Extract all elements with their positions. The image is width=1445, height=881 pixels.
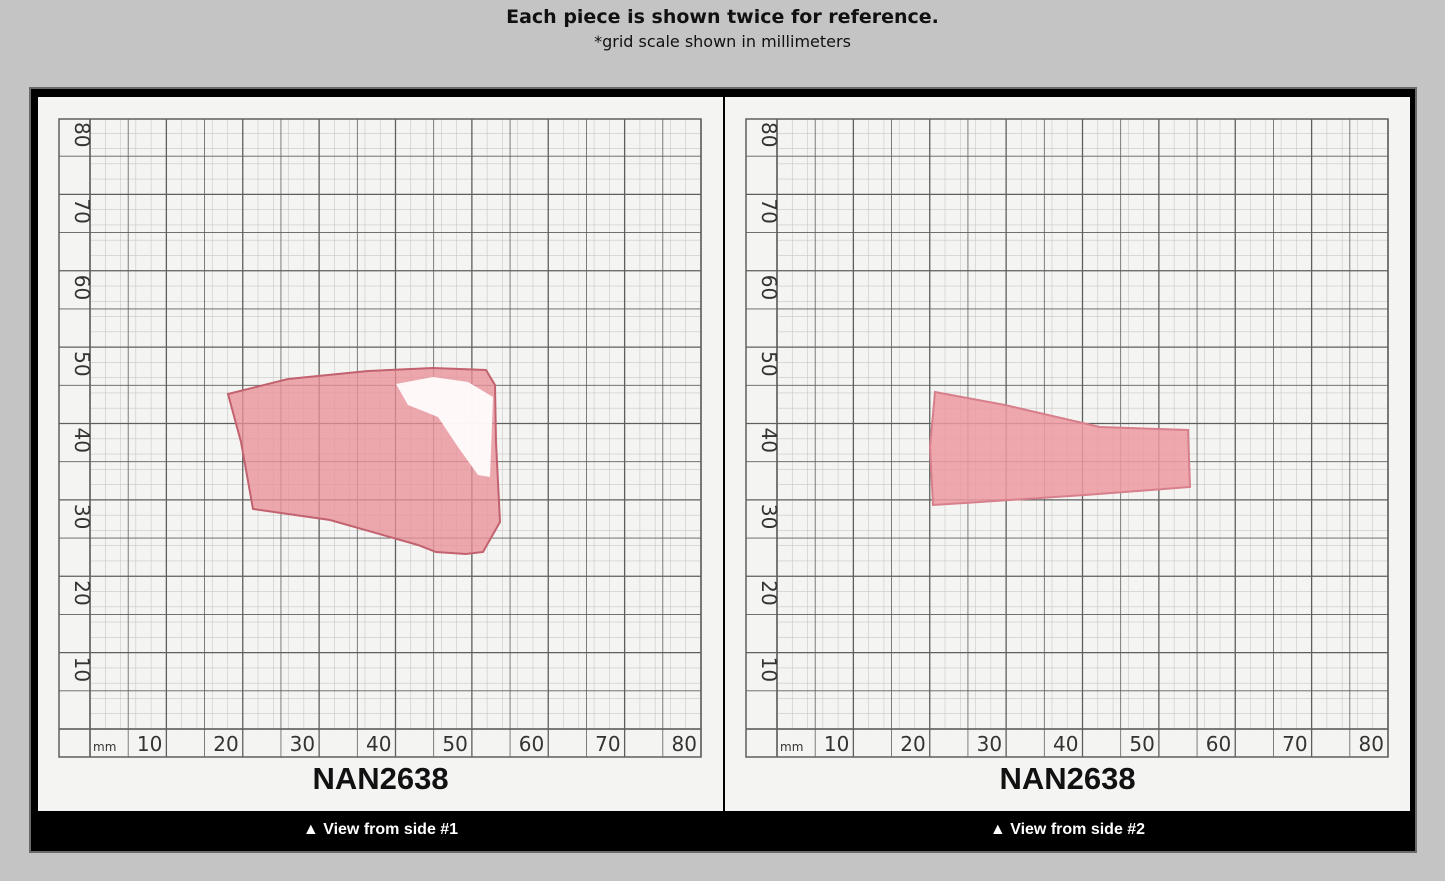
y-tick-label: 10 (757, 657, 781, 682)
unit-label: mm (780, 740, 803, 754)
x-tick-label: 50 (1129, 732, 1154, 756)
x-tick-label: 80 (672, 732, 697, 756)
panel-side-2: 10 20 30 40 50 60 70 80 10 20 30 40 50 60 70 80 mm NAN… (725, 97, 1410, 811)
page-subtitle: *grid scale shown in millimeters (594, 32, 851, 51)
y-tick-label: 10 (70, 657, 94, 682)
y-tick-label: 30 (70, 504, 94, 529)
x-tick-label: 40 (1053, 732, 1078, 756)
y-tick-label: 40 (70, 428, 94, 453)
x-tick-label: 20 (900, 732, 925, 756)
y-tick-label: 70 (757, 198, 781, 223)
y-tick-label: 60 (757, 275, 781, 300)
y-tick-label: 30 (757, 504, 781, 529)
x-tick-label: 30 (977, 732, 1002, 756)
y-tick-label: 20 (757, 580, 781, 605)
grid-paper-side-1: 10 20 30 40 50 60 70 80 10 20 30 40 50 60 70 80 mm (58, 118, 702, 758)
page-title: Each piece is shown twice for reference. (506, 6, 939, 28)
y-tick-label: 60 (70, 275, 94, 300)
panel-side-1: 10 20 30 40 50 60 70 80 10 20 30 40 50 60 70 80 mm NAN… (38, 97, 723, 811)
y-tick-label: 50 (757, 351, 781, 376)
unit-label: mm (93, 740, 116, 754)
y-tick-label: 80 (70, 122, 94, 147)
x-tick-label: 60 (519, 732, 544, 756)
caption-side-2: ▲ View from side #2 (989, 821, 1146, 838)
x-tick-label: 20 (213, 732, 238, 756)
product-code: NAN2638 (312, 761, 449, 796)
x-tick-label: 50 (442, 732, 467, 756)
caption-side-1: ▲ View from side #1 (302, 821, 459, 838)
grid-paper-side-2: 10 20 30 40 50 60 70 80 10 20 30 40 50 60 70 80 mm (745, 118, 1389, 758)
x-tick-label: 60 (1206, 732, 1231, 756)
y-tick-label: 40 (757, 428, 781, 453)
stone-side-2 (928, 390, 1192, 507)
reflection-side-1 (396, 377, 493, 477)
photo-frame: 10 20 30 40 50 60 70 80 10 20 30 40 50 60 70 80 mm NAN… (29, 87, 1417, 853)
y-tick-label: 80 (757, 122, 781, 147)
x-tick-label: 10 (824, 732, 849, 756)
x-tick-label: 30 (290, 732, 315, 756)
x-tick-label: 40 (366, 732, 391, 756)
y-tick-label: 50 (70, 351, 94, 376)
x-tick-label: 10 (137, 732, 162, 756)
y-tick-label: 70 (70, 198, 94, 223)
x-tick-label: 70 (1282, 732, 1307, 756)
x-tick-label: 70 (595, 732, 620, 756)
y-tick-label: 20 (70, 580, 94, 605)
product-code: NAN2638 (999, 761, 1136, 796)
x-tick-label: 80 (1359, 732, 1384, 756)
